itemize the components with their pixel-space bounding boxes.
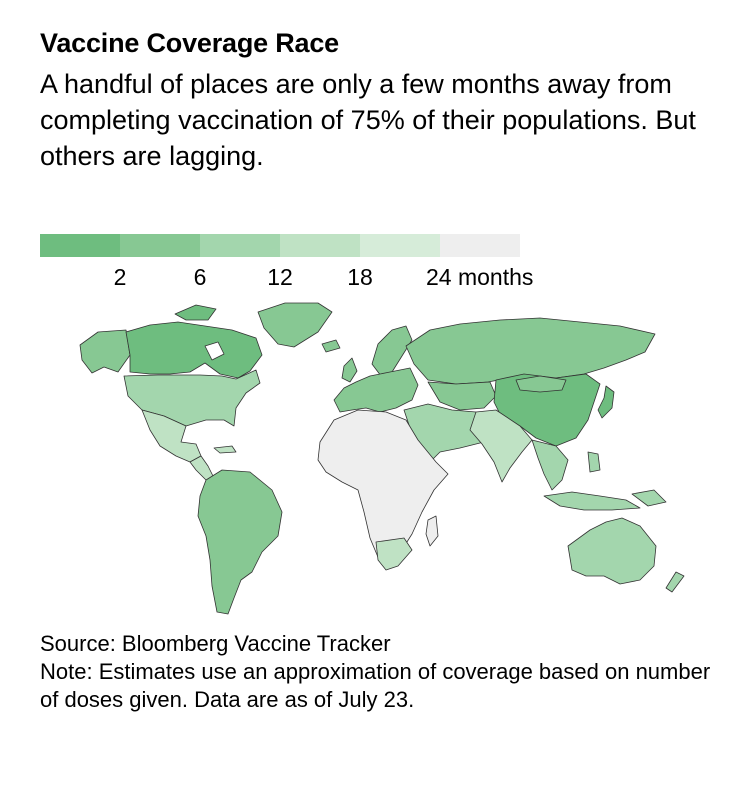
legend-swatch-4 (280, 234, 360, 257)
legend-label-6: 6 (193, 264, 207, 290)
madagascar-region (425, 515, 439, 547)
source-note: Source: Bloomberg Vaccine Tracker (40, 631, 391, 656)
greenland-region (257, 302, 333, 348)
uk-region (341, 357, 358, 383)
europe-region (333, 367, 419, 413)
legend-label-2: 2 (113, 264, 127, 290)
africa-region (317, 409, 449, 569)
central-asia-region (427, 381, 497, 411)
south-america-region (197, 469, 283, 615)
legend-label-12: 12 (267, 264, 293, 290)
southern-africa-region (375, 537, 413, 571)
india-region (469, 409, 533, 483)
japan-region (597, 385, 615, 419)
chart-title: Vaccine Coverage Race (40, 28, 339, 58)
canada-arctic-islands (174, 304, 217, 321)
mongolia-region (515, 375, 567, 393)
russia-region (405, 317, 656, 385)
usa-region (123, 369, 261, 427)
philippines-region (587, 451, 601, 473)
hudson-bay (204, 341, 225, 361)
legend-swatch-6 (440, 234, 520, 257)
alaska-region (79, 329, 131, 374)
methodology-note: Note: Estimates use an approximation of … (40, 659, 711, 712)
new-guinea-region (631, 489, 667, 507)
southeast-asia-region (531, 439, 569, 491)
legend-swatch-2 (120, 234, 200, 257)
legend-label-24: 24 months (426, 264, 534, 290)
legend-bar (40, 234, 520, 257)
caribbean-islands (213, 445, 237, 454)
chart-footer: Source: Bloomberg Vaccine Tracker Note: … (40, 630, 720, 714)
central-america-region (189, 455, 215, 481)
world-map (79, 302, 685, 615)
legend-swatch-1 (40, 234, 120, 257)
canada-region (125, 321, 263, 379)
legend-label-18: 18 (347, 264, 373, 290)
legend-swatch-5 (360, 234, 440, 257)
color-legend: 2 6 12 18 24 months (40, 234, 580, 294)
australia-region (567, 517, 657, 585)
iceland-region (321, 339, 341, 353)
legend-swatch-3 (200, 234, 280, 257)
new-zealand-region (665, 571, 685, 593)
chart-subtitle: A handful of places are only a few month… (40, 69, 696, 171)
indonesia-region (543, 491, 641, 511)
